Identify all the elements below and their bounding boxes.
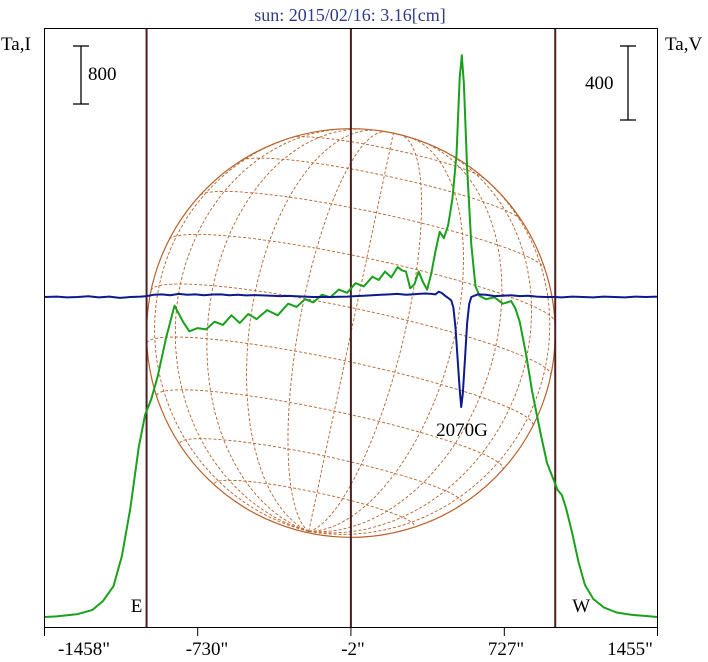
x-tick-label: -730" [186,639,229,660]
x-tick-label: -2" [341,639,365,660]
longitude-line [154,134,309,532]
chart-title: sun: 2015/02/16: 3.16[cm] [254,5,446,25]
x-tick-label: 727" [488,639,524,660]
limb-marker-label: E [131,596,143,617]
polarization-series [44,290,658,408]
right-axis-label: Ta,V [665,34,702,55]
longitude-line [174,128,348,532]
polarization-scale-bar [620,45,636,121]
longitude-line [308,133,394,532]
polarization-scale-label: 400 [585,73,614,94]
intensity-scale-label: 800 [88,64,117,85]
left-axis-label: Ta,I [1,34,31,55]
latitude-line [168,233,556,322]
latitude-line [179,438,463,504]
latitude-line [200,190,545,269]
plot-frame [44,28,658,628]
limb-marker-label: W [572,596,590,617]
intensity-series [44,54,658,618]
x-tick-label: 1455" [607,639,653,660]
longitude-line [308,147,532,534]
x-tick-label: -1458" [58,639,110,660]
longitude-line [308,141,503,533]
longitude-line [246,129,378,532]
longitude-line [287,131,386,532]
longitude-line [308,136,464,532]
latitude-line [241,157,522,221]
intensity-scale-bar [73,45,89,105]
longitude-line [206,128,364,532]
annotation-2070g: 2070G [436,420,488,441]
longitude-line [308,171,551,535]
longitude-line [308,134,423,532]
latitude-line [291,136,485,179]
solar-disk-grid [146,128,556,535]
